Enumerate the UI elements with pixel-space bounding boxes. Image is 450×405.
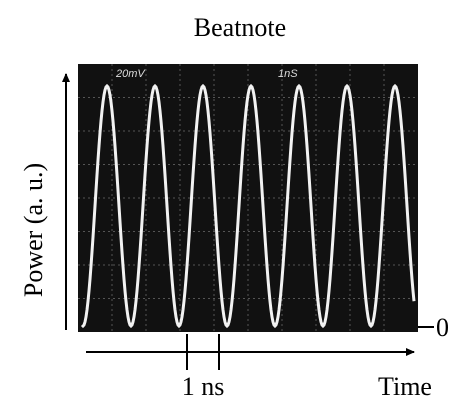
title: Beatnote (194, 13, 286, 42)
volts-per-div: 20mV (115, 68, 146, 80)
page: {"figure": {"title": "Beatnote", "y_labe… (0, 0, 450, 405)
figure: Beatnote 20mV 1nS Power (a. u.) 0 1 ns T… (0, 0, 450, 405)
y-axis-label: Power (a. u.) (19, 163, 48, 297)
time-per-div: 1nS (278, 68, 298, 80)
scale-label: 1 ns (182, 372, 225, 401)
zero-label: 0 (436, 313, 449, 342)
x-axis-label: Time (378, 372, 432, 401)
